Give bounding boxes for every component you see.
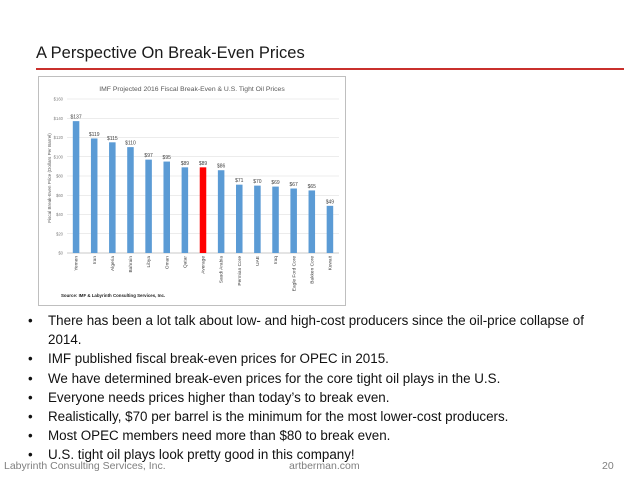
bar-average bbox=[199, 167, 207, 253]
x-tick-label: Libya bbox=[146, 256, 152, 268]
chart-title: IMF Projected 2016 Fiscal Break-Even & U… bbox=[99, 86, 285, 93]
x-tick-label: Eagle Ford Core bbox=[291, 256, 297, 292]
bullet-item: • We have determined break-even prices fo… bbox=[26, 369, 616, 388]
bullet-glyph: • bbox=[28, 447, 33, 463]
y-tick-label: $80 bbox=[56, 174, 64, 179]
bar-bakken-core bbox=[308, 190, 316, 253]
bar-yemen bbox=[72, 121, 80, 253]
bar-chart: IMF Projected 2016 Fiscal Break-Even & U… bbox=[47, 86, 339, 298]
bar-algeria bbox=[109, 142, 116, 253]
data-label: $69 bbox=[271, 180, 280, 186]
y-tick-label: $0 bbox=[58, 251, 63, 256]
data-label: $97 bbox=[144, 153, 153, 159]
bullet-list: • There has been a lot talk about low- an… bbox=[26, 311, 616, 465]
bar-oman bbox=[163, 161, 170, 253]
bullet-text: There has been a lot talk about low- and… bbox=[48, 313, 584, 348]
x-tick-label: Permian Core bbox=[237, 256, 243, 286]
title-rule bbox=[36, 68, 624, 70]
y-tick-label: $140 bbox=[54, 116, 64, 121]
bullet-glyph: • bbox=[28, 389, 33, 405]
bullet-text: IMF published fiscal break-even prices f… bbox=[48, 351, 389, 367]
x-tick-label: Yemen bbox=[74, 256, 80, 271]
x-tick-label: Kuwait bbox=[328, 255, 334, 270]
bullet-item: • Everyone needs prices higher than today… bbox=[26, 388, 616, 407]
x-tick-label: Saudi Arabia bbox=[219, 256, 225, 284]
data-label: $95 bbox=[163, 155, 172, 161]
bullet-text: Realistically, $70 per barrel is the min… bbox=[48, 409, 509, 425]
bullet-glyph: • bbox=[28, 428, 33, 444]
x-tick-label: Qatar bbox=[182, 256, 188, 268]
x-tick-label: Iran bbox=[92, 256, 98, 265]
y-tick-label: $20 bbox=[56, 231, 64, 236]
bullet-item: • Realistically, $70 per barrel is the mi… bbox=[26, 407, 616, 426]
data-label: $89 bbox=[199, 161, 208, 167]
bar-qatar bbox=[181, 167, 189, 253]
bullet-item: • IMF published fiscal break-even prices … bbox=[26, 349, 616, 368]
y-tick-label: $100 bbox=[54, 154, 64, 159]
data-label: $49 bbox=[326, 199, 335, 205]
x-tick-label: Average bbox=[201, 256, 207, 274]
bullet-item: • There has been a lot talk about low- an… bbox=[26, 311, 616, 349]
bar-kuwait bbox=[326, 205, 334, 253]
y-tick-label: $60 bbox=[56, 193, 64, 198]
data-label: $137 bbox=[71, 115, 82, 121]
y-tick-label: $160 bbox=[54, 97, 64, 102]
x-tick-label: Iraq bbox=[273, 256, 279, 265]
bar-iran bbox=[90, 138, 98, 253]
bullet-text: Most OPEC members need more than $80 to … bbox=[48, 428, 391, 444]
bullet-glyph: • bbox=[28, 409, 33, 425]
bullet-glyph: • bbox=[28, 370, 33, 386]
bar-iraq bbox=[272, 186, 279, 253]
x-tick-label: Bakken Core bbox=[309, 256, 315, 284]
data-label: $65 bbox=[308, 184, 317, 190]
bullet-glyph: • bbox=[28, 351, 33, 367]
chart-source-note: Source: IMF & Labyrinth Consulting Servi… bbox=[61, 293, 165, 298]
bar-libya bbox=[145, 159, 152, 253]
bullet-item: • U.S. tight oil plays look pretty good i… bbox=[26, 445, 616, 464]
bar-eagle-ford-core bbox=[290, 188, 297, 253]
footer-company: Labyrinth Consulting Services, Inc. bbox=[4, 460, 166, 472]
chart-y-axis-label: Fiscal Break-Even Price (Dollars Per Bar… bbox=[47, 133, 52, 223]
bar-bahrain bbox=[127, 147, 134, 253]
data-label: $110 bbox=[125, 141, 136, 147]
bar-permian-core bbox=[236, 184, 243, 253]
data-label: $71 bbox=[235, 178, 244, 184]
x-tick-label: Algeria bbox=[110, 256, 116, 271]
data-label: $70 bbox=[253, 179, 262, 185]
x-tick-label: UAE bbox=[255, 256, 261, 266]
y-tick-label: $40 bbox=[56, 212, 64, 217]
footer-page-number: 20 bbox=[602, 460, 614, 472]
bullet-text: Everyone needs prices higher than today’… bbox=[48, 389, 390, 405]
y-tick-label: $120 bbox=[54, 135, 64, 140]
bullet-item: • Most OPEC members need more than $80 to… bbox=[26, 426, 616, 445]
data-label: $67 bbox=[289, 182, 298, 188]
x-tick-label: Oman bbox=[164, 256, 170, 269]
data-label: $89 bbox=[181, 161, 190, 167]
x-tick-label: Bahrain bbox=[128, 256, 134, 273]
bullet-text: U.S. tight oil plays look pretty good in… bbox=[48, 447, 355, 463]
bar-saudi-arabia bbox=[217, 170, 225, 253]
slide-title: A Perspective On Break-Even Prices bbox=[36, 44, 305, 62]
data-label: $115 bbox=[107, 136, 118, 142]
data-label: $86 bbox=[217, 164, 226, 170]
bullet-glyph: • bbox=[28, 313, 33, 328]
footer-website: artberman.com bbox=[289, 460, 360, 472]
data-label: $119 bbox=[89, 132, 100, 138]
chart-container: IMF Projected 2016 Fiscal Break-Even & U… bbox=[38, 76, 346, 306]
bullet-text: We have determined break-even prices for… bbox=[48, 370, 501, 386]
bar-uae bbox=[254, 185, 261, 253]
